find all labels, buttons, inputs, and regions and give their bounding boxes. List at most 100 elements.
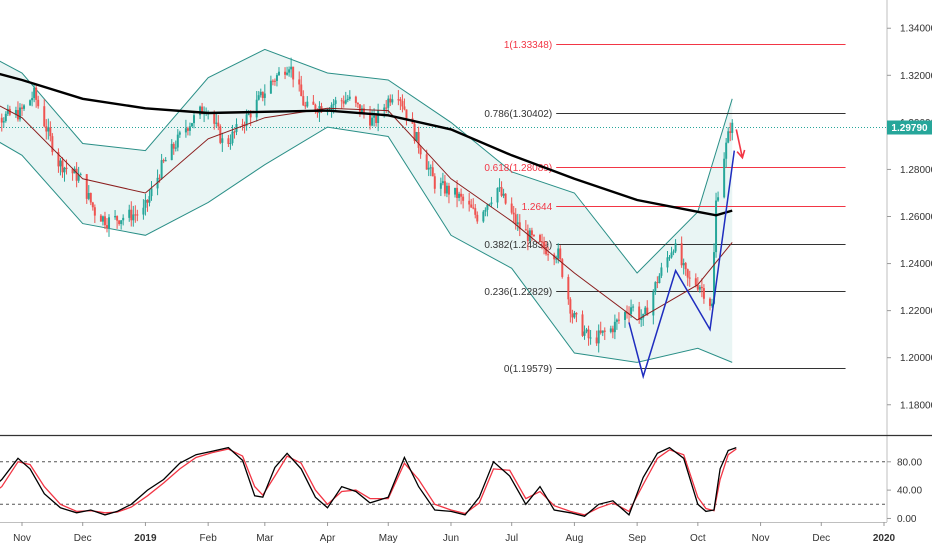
candle xyxy=(658,273,661,284)
candle-body xyxy=(700,286,703,289)
candle xyxy=(4,111,7,123)
candle-body xyxy=(672,251,675,253)
price-tick-label: 1.26000 xyxy=(900,212,932,223)
candle-body xyxy=(654,282,657,292)
candle-body xyxy=(419,147,422,155)
fibonacci-retracement[interactable]: 1(1.33348) 0.786(1.30402) 0.618(1.28089) 1.… xyxy=(484,40,846,375)
candle xyxy=(472,198,475,210)
candle-body xyxy=(199,106,202,116)
candle xyxy=(71,167,74,181)
candle-body xyxy=(553,254,556,260)
candle xyxy=(132,205,135,227)
price-tick-label: 1.28000 xyxy=(900,165,932,176)
candle xyxy=(585,327,588,334)
candle-body xyxy=(354,96,357,103)
candle xyxy=(514,208,517,230)
candle-body xyxy=(713,252,716,304)
candle xyxy=(271,79,274,86)
candle xyxy=(391,94,394,105)
candle xyxy=(652,289,655,325)
candle xyxy=(263,84,266,106)
candle-body xyxy=(292,66,295,80)
candle-body xyxy=(284,71,287,75)
candle-body xyxy=(75,168,78,181)
candle-body xyxy=(241,124,244,126)
candle xyxy=(306,96,309,108)
candle-body xyxy=(174,147,177,149)
candle-body xyxy=(231,131,234,144)
candle xyxy=(231,124,234,146)
candle-body xyxy=(77,175,80,181)
candle-body xyxy=(257,95,260,100)
candle-body xyxy=(269,80,272,94)
candle-body xyxy=(142,207,145,215)
candle xyxy=(727,127,730,144)
candle xyxy=(114,210,117,220)
stochastic-panel[interactable]: 80.00 40.00 0.00 xyxy=(0,446,922,525)
candle-body xyxy=(630,307,633,314)
candle xyxy=(89,192,92,206)
candle-body xyxy=(443,181,446,194)
double-bottom-pattern-line[interactable] xyxy=(628,150,736,380)
candle xyxy=(439,177,442,197)
candle-body xyxy=(91,202,94,208)
candle xyxy=(116,215,119,229)
candle-body xyxy=(0,117,3,123)
candle-body xyxy=(360,108,363,113)
candle-body xyxy=(344,100,347,104)
candle xyxy=(45,119,48,140)
last-price-badge-box xyxy=(887,120,932,135)
candle-body xyxy=(547,254,550,256)
candle xyxy=(233,130,236,139)
candle xyxy=(302,90,305,106)
candle-body xyxy=(609,328,612,332)
candle-body xyxy=(227,138,230,144)
candle-body xyxy=(101,216,104,222)
candle xyxy=(433,173,436,194)
candle xyxy=(656,276,659,289)
candle-body xyxy=(6,108,9,114)
stochastic-k-line xyxy=(0,446,737,518)
candle xyxy=(504,193,507,205)
candle-body xyxy=(43,106,46,127)
candle xyxy=(146,199,149,212)
candle xyxy=(490,196,493,208)
candle-body xyxy=(439,183,442,189)
candle xyxy=(723,152,726,199)
candle xyxy=(516,213,519,231)
candle xyxy=(298,71,301,92)
candle xyxy=(454,187,457,198)
down-arrow-annotation[interactable] xyxy=(735,129,746,160)
candle xyxy=(587,325,590,346)
candle-body xyxy=(589,337,592,339)
candle xyxy=(188,122,191,136)
candle-body xyxy=(441,181,444,184)
candle-body xyxy=(597,330,600,344)
candle-body xyxy=(658,275,661,284)
candle xyxy=(33,84,36,103)
candle-body xyxy=(29,100,32,106)
candle xyxy=(23,104,26,111)
candle-body xyxy=(717,197,720,201)
candle xyxy=(413,121,416,144)
candle-body xyxy=(116,216,119,221)
candle-body xyxy=(541,241,544,243)
candle-body xyxy=(243,125,246,127)
candle-body xyxy=(33,87,36,99)
candle-body xyxy=(245,114,248,126)
candle-body xyxy=(472,207,475,209)
price-panel[interactable]: 1(1.33348) 0.786(1.30402) 0.618(1.28089) 1.… xyxy=(0,0,887,433)
candle xyxy=(176,129,179,152)
candle-body xyxy=(134,214,137,216)
candle-body xyxy=(108,217,111,229)
candle-body xyxy=(57,152,60,167)
candle xyxy=(486,203,489,217)
price-axis[interactable]: 1.340001.320001.300001.280001.260001.240… xyxy=(887,24,932,412)
candle xyxy=(615,318,618,330)
candle xyxy=(29,99,32,106)
time-axis[interactable]: Nov Dec 2019 Feb Mar Apr May Jun Jul Aug Sep Oct Nov… xyxy=(13,522,896,544)
candle xyxy=(79,172,82,176)
candle-body xyxy=(656,282,659,284)
candle-body xyxy=(249,113,252,118)
